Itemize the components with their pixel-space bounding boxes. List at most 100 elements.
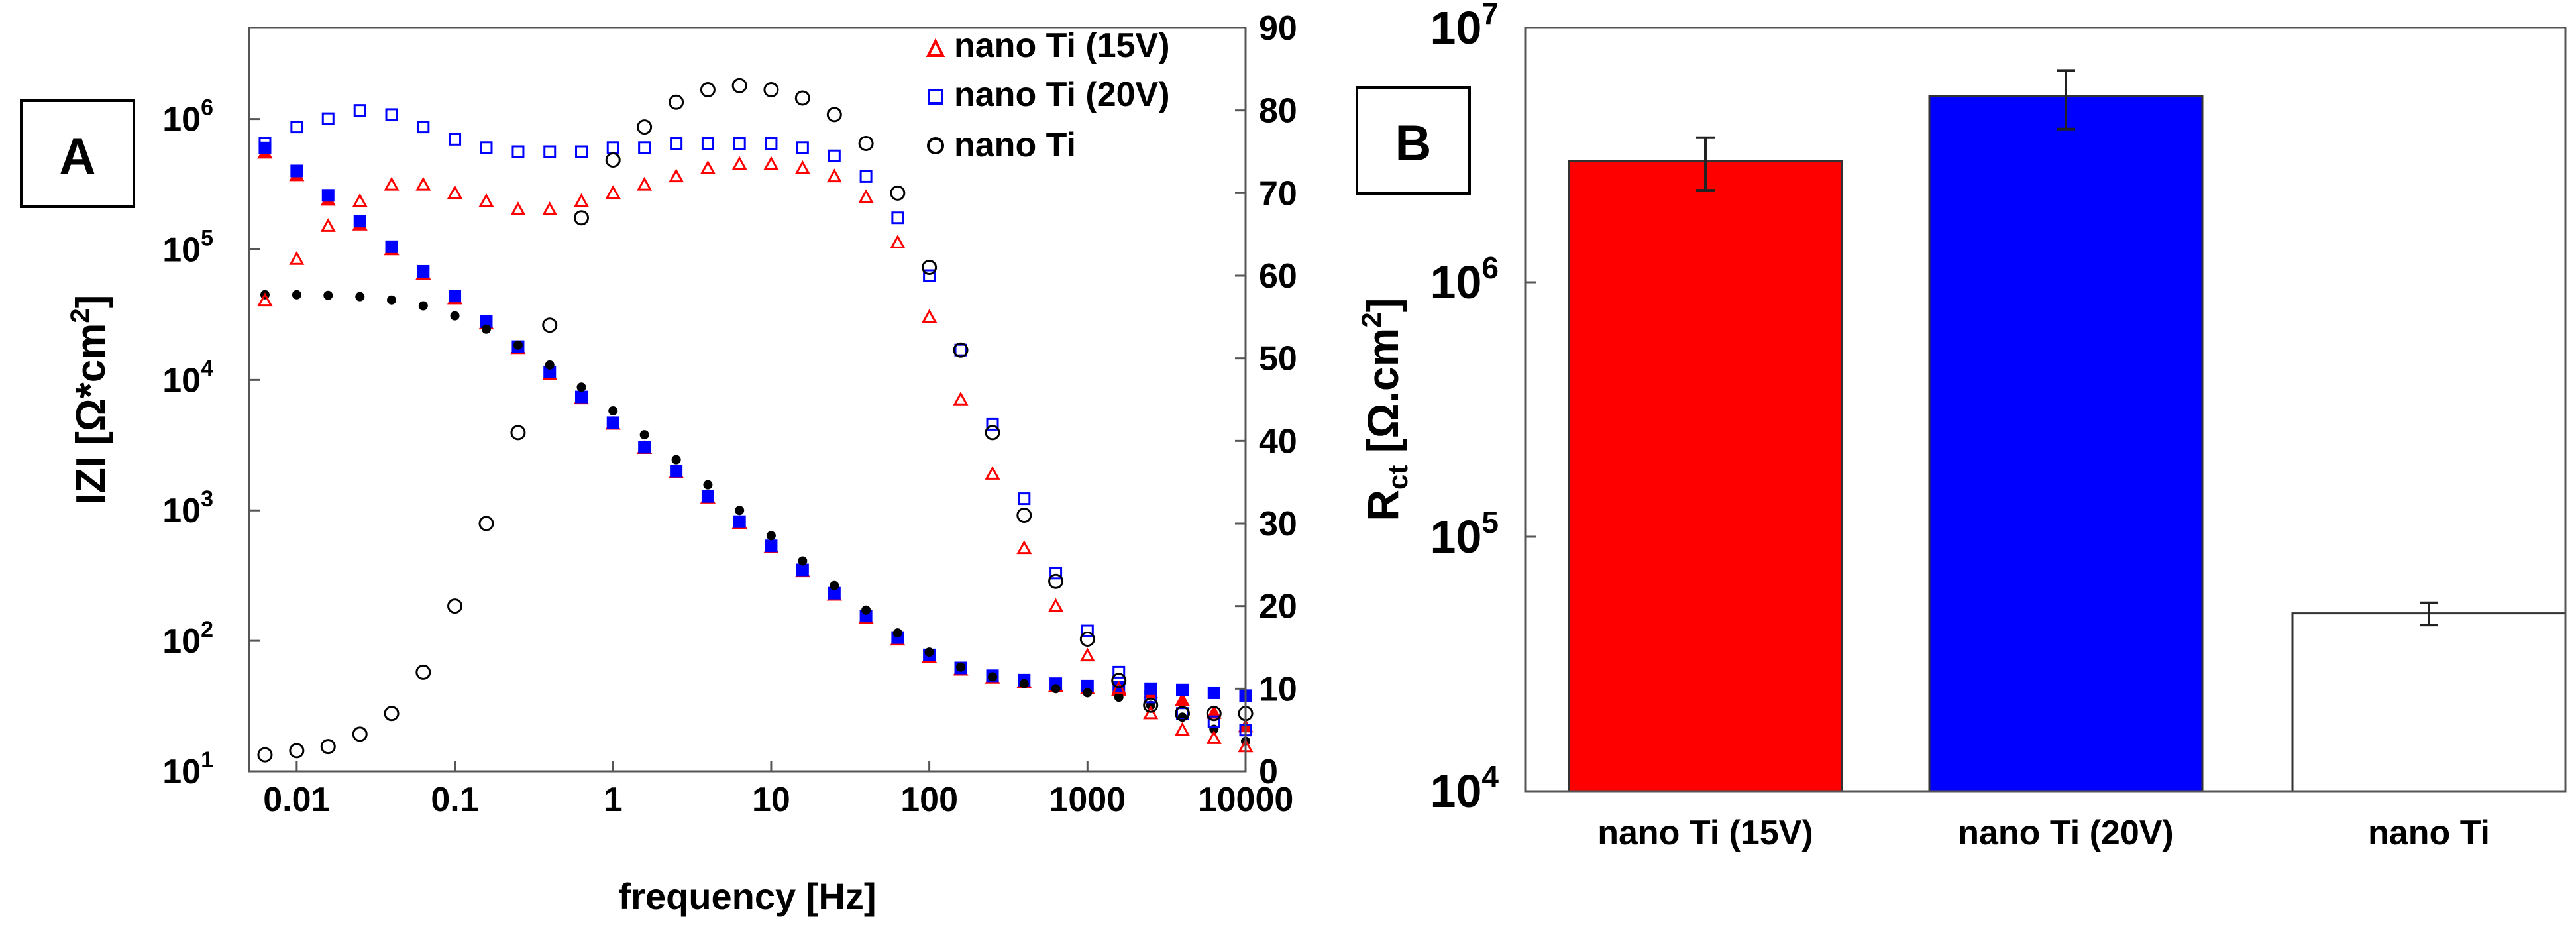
data-point bbox=[605, 185, 621, 199]
series-2 bbox=[260, 290, 1250, 746]
data-point bbox=[703, 480, 713, 490]
data-point bbox=[478, 516, 494, 531]
data-point bbox=[733, 137, 746, 150]
data-point bbox=[858, 136, 874, 152]
data-point bbox=[798, 556, 808, 566]
data-point bbox=[1174, 706, 1190, 722]
data-point bbox=[1207, 715, 1220, 728]
x-tick-label: nano Ti (20V) bbox=[1958, 814, 2174, 852]
data-point bbox=[511, 145, 525, 158]
data-point bbox=[794, 90, 810, 106]
y-tick-label: 107 bbox=[1430, 0, 1499, 54]
data-point bbox=[638, 441, 651, 454]
y2-tick-label: 30 bbox=[1259, 505, 1297, 543]
data-point bbox=[826, 168, 842, 183]
data-point bbox=[924, 647, 934, 657]
data-point bbox=[353, 215, 366, 228]
data-point bbox=[670, 465, 683, 478]
data-point bbox=[1143, 697, 1159, 713]
legend-label-15v: nano Ti (15V) bbox=[954, 27, 1170, 65]
y-tick-label: 103 bbox=[162, 486, 213, 530]
data-point bbox=[290, 121, 303, 134]
data-point bbox=[545, 360, 555, 370]
data-point bbox=[923, 269, 936, 282]
y2-tick-label: 60 bbox=[1259, 257, 1297, 296]
data-point bbox=[513, 340, 523, 350]
data-point bbox=[701, 490, 714, 503]
bar bbox=[1568, 160, 1843, 793]
legend-marker-triangle bbox=[926, 38, 945, 57]
data-point bbox=[605, 152, 621, 168]
data-point bbox=[637, 119, 653, 135]
data-point bbox=[1079, 632, 1095, 647]
data-point bbox=[892, 628, 902, 638]
panel-b-label-box bbox=[1356, 86, 1471, 195]
data-point bbox=[608, 406, 618, 415]
x-tick-label: 0.01 bbox=[263, 781, 330, 819]
y2-tick-label: 50 bbox=[1259, 340, 1297, 378]
data-point bbox=[953, 342, 969, 358]
data-point bbox=[417, 121, 430, 134]
data-point bbox=[1143, 705, 1159, 720]
panel-a-x-ticks: 0.01 0.1 1 10 100 1000 10000 bbox=[263, 761, 1293, 819]
series-0 bbox=[257, 144, 1254, 733]
data-point bbox=[575, 390, 588, 404]
legend-item-nano-ti: nano Ti bbox=[927, 126, 1076, 164]
y2-tick-label: 20 bbox=[1259, 588, 1297, 626]
data-point bbox=[985, 466, 1000, 480]
data-point bbox=[1079, 647, 1095, 662]
data-point bbox=[1206, 730, 1222, 744]
y-tick-label: 106 bbox=[1430, 250, 1499, 308]
data-point bbox=[1206, 706, 1222, 722]
data-point bbox=[385, 108, 398, 121]
series-3 bbox=[257, 156, 1254, 753]
data-point bbox=[828, 149, 841, 162]
y-tick-label: 102 bbox=[162, 617, 213, 661]
data-point bbox=[355, 292, 365, 302]
data-point bbox=[449, 133, 462, 146]
data-point bbox=[956, 662, 966, 672]
data-point bbox=[766, 531, 776, 541]
data-point bbox=[763, 82, 779, 97]
data-point bbox=[480, 141, 493, 154]
data-point bbox=[1049, 567, 1063, 580]
data-point bbox=[731, 78, 747, 93]
data-point bbox=[1175, 707, 1189, 720]
data-point bbox=[510, 425, 526, 441]
data-point bbox=[735, 506, 745, 516]
legend-marker-circle bbox=[927, 137, 944, 154]
y2-tick-label: 10 bbox=[1259, 670, 1297, 708]
data-point bbox=[796, 141, 809, 154]
data-point bbox=[794, 160, 810, 174]
data-point bbox=[988, 672, 998, 682]
bar bbox=[1928, 95, 2204, 793]
data-point bbox=[986, 417, 999, 431]
y-tick-label: 105 bbox=[162, 225, 213, 269]
data-point bbox=[890, 235, 906, 248]
data-point bbox=[606, 416, 619, 429]
data-point bbox=[450, 311, 460, 321]
data-point bbox=[765, 137, 778, 150]
data-point bbox=[858, 189, 874, 203]
data-point bbox=[1111, 673, 1127, 688]
panel-a-plot-area bbox=[257, 78, 1254, 763]
y-tick-label: 104 bbox=[1430, 759, 1499, 817]
data-point bbox=[352, 193, 368, 207]
panel-b-x-ticks: nano Ti (15V) nano Ti (20V) nano Ti bbox=[1597, 814, 2490, 852]
x-tick-label: nano Ti bbox=[2368, 814, 2490, 852]
panel-a-y-ticks: 101 102 103 104 105 106 bbox=[162, 95, 260, 791]
x-tick-label: 10000 bbox=[1198, 781, 1294, 819]
data-point bbox=[606, 141, 619, 154]
data-point bbox=[478, 193, 494, 207]
data-point bbox=[890, 185, 906, 201]
y-tick-label: 105 bbox=[1430, 505, 1499, 563]
data-point bbox=[510, 201, 526, 215]
data-point bbox=[387, 295, 397, 305]
data-point bbox=[384, 176, 400, 191]
data-point bbox=[1018, 492, 1031, 506]
x-tick-label: nano Ti (15V) bbox=[1597, 814, 1813, 852]
data-point bbox=[447, 185, 463, 199]
panel-a-x-axis-label: frequency [Hz] bbox=[619, 875, 877, 917]
data-point bbox=[639, 430, 649, 440]
